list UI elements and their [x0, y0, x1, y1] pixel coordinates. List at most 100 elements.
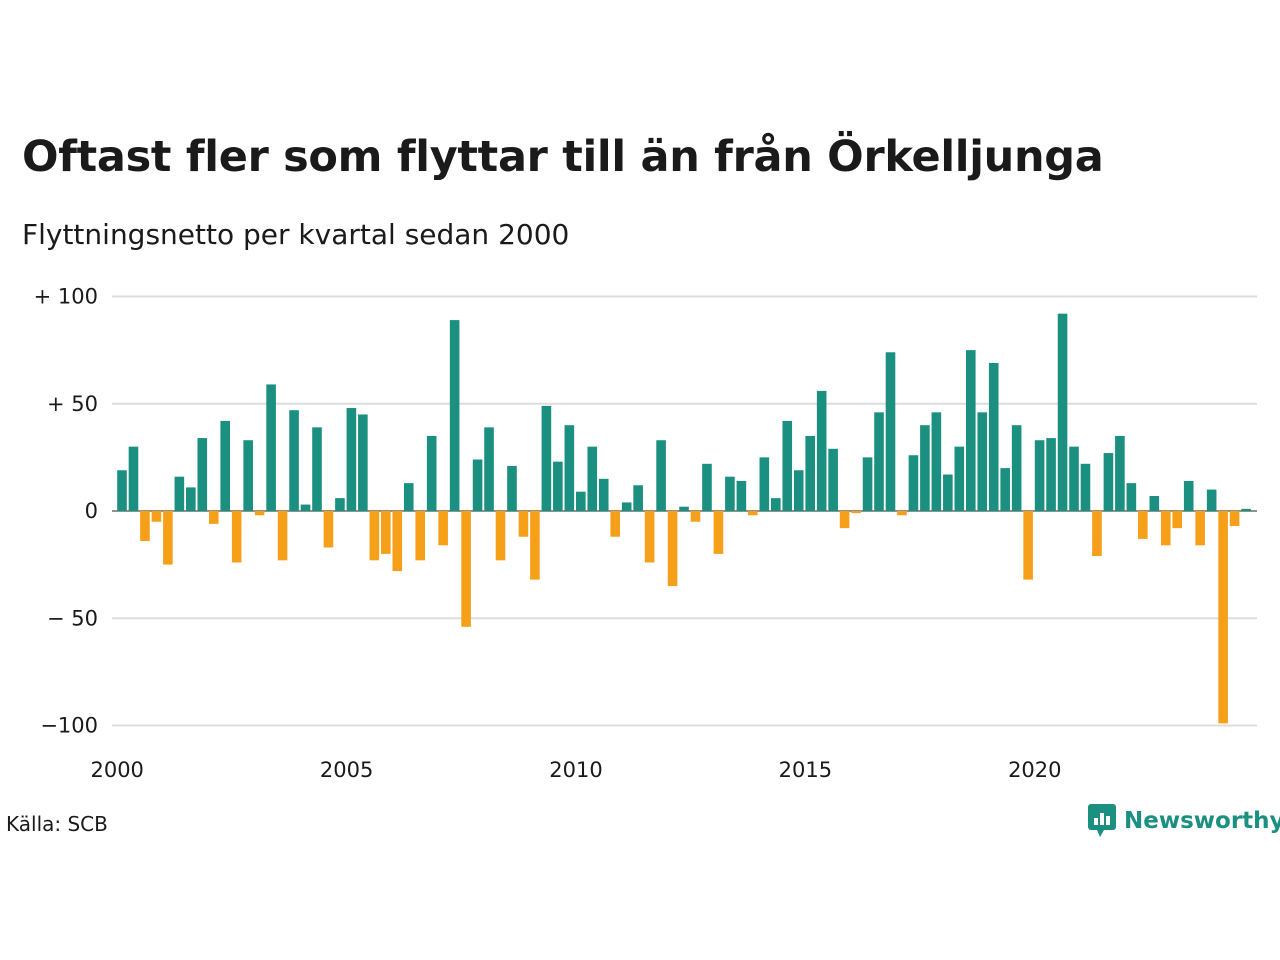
chart-title: Oftast fler som flyttar till än från Örk…	[22, 132, 1104, 182]
bar	[667, 511, 678, 587]
bar	[323, 511, 334, 548]
bar	[163, 511, 173, 565]
bar	[1218, 511, 1228, 724]
bar	[598, 478, 609, 511]
bar	[805, 435, 815, 512]
bar	[725, 476, 735, 511]
bar	[943, 474, 953, 511]
bar	[243, 440, 253, 511]
bar	[1034, 440, 1045, 511]
bar	[633, 485, 643, 511]
bar	[472, 459, 483, 511]
bar	[151, 511, 162, 522]
bar	[254, 511, 265, 516]
bar	[358, 414, 368, 512]
bar	[1046, 438, 1056, 511]
bar	[186, 487, 196, 511]
bar	[1160, 511, 1171, 546]
bar	[231, 511, 242, 563]
bar	[564, 425, 575, 511]
bar	[793, 470, 804, 512]
bar	[128, 446, 139, 511]
bar	[507, 465, 517, 511]
x-tick-label: 2000	[90, 758, 143, 782]
bar	[587, 446, 598, 511]
bar	[484, 427, 494, 512]
bar	[1115, 435, 1125, 512]
bar	[289, 410, 299, 511]
bar	[736, 480, 747, 511]
bar	[874, 412, 884, 511]
bar-series	[117, 313, 1251, 724]
bar	[770, 498, 781, 511]
bar	[977, 412, 988, 511]
bar	[1092, 511, 1102, 557]
source-note: Källa: SCB	[6, 812, 108, 836]
y-tick-label: 0	[85, 499, 98, 523]
bar	[1126, 483, 1137, 512]
x-tick-label: 2020	[1008, 758, 1061, 782]
x-tick-label: 2015	[779, 758, 832, 782]
bar	[1023, 511, 1033, 580]
bar	[816, 390, 827, 511]
bar	[381, 511, 391, 554]
bar	[920, 425, 930, 511]
bar	[644, 511, 655, 563]
bar	[541, 405, 552, 511]
bar	[415, 511, 426, 561]
bar	[1229, 511, 1240, 527]
bar	[461, 511, 471, 627]
bar	[346, 408, 357, 511]
bar	[897, 511, 907, 516]
y-tick-label: −100	[40, 714, 98, 738]
bar	[403, 483, 414, 512]
bar	[1241, 508, 1251, 512]
bar	[1138, 511, 1148, 539]
bar	[1011, 425, 1022, 511]
bar	[369, 511, 380, 561]
bar	[208, 511, 219, 524]
bar	[621, 502, 632, 511]
bar	[862, 457, 873, 512]
bar	[839, 511, 850, 529]
bar	[426, 435, 437, 512]
bar	[220, 420, 231, 511]
bar	[851, 511, 861, 514]
bar	[266, 384, 276, 511]
bar	[908, 455, 919, 511]
bar	[1183, 480, 1194, 511]
bar	[748, 511, 758, 516]
y-tick-label: + 100	[34, 285, 98, 309]
brand-logo[interactable]: Newsworthy	[1088, 804, 1280, 838]
bar	[518, 511, 529, 537]
bar	[553, 461, 563, 512]
bar	[656, 440, 666, 511]
bar	[782, 420, 793, 511]
bar-chart: + 100 + 50 0 − 50 −100 2000 2005 2010 2015 2020	[34, 285, 1257, 782]
bar	[679, 506, 689, 511]
y-tick-label: − 50	[47, 606, 98, 630]
bar	[117, 470, 127, 512]
bar	[988, 363, 999, 511]
bar	[1103, 453, 1114, 511]
x-tick-label: 2005	[320, 758, 373, 782]
bar	[449, 320, 460, 512]
bar	[335, 498, 345, 511]
bar	[438, 511, 448, 546]
bar	[1172, 511, 1183, 529]
bar	[300, 504, 311, 511]
bar	[277, 511, 288, 561]
newsworthy-logo-icon	[1088, 804, 1116, 837]
bar	[759, 457, 770, 512]
x-axis-ticks: 2000 2005 2010 2015 2020	[90, 758, 1061, 782]
bar	[174, 476, 185, 511]
bar	[702, 463, 712, 511]
bar	[1000, 468, 1010, 511]
bar	[1080, 463, 1091, 511]
bar	[931, 412, 942, 511]
y-axis-ticks: + 100 + 50 0 − 50 −100	[34, 285, 98, 738]
bar	[690, 511, 701, 522]
bar	[1057, 313, 1068, 511]
bar	[530, 511, 540, 580]
bar	[1195, 511, 1205, 546]
